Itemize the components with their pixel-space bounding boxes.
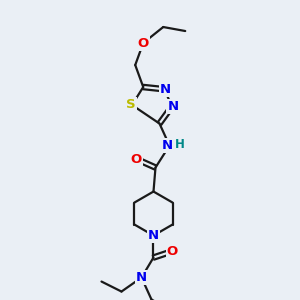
Text: N: N (162, 139, 173, 152)
Text: N: N (136, 271, 147, 284)
Text: O: O (138, 37, 149, 50)
Text: O: O (167, 245, 178, 258)
Text: H: H (175, 138, 184, 151)
Text: N: N (167, 100, 178, 113)
Text: N: N (160, 83, 171, 96)
Text: N: N (148, 229, 159, 242)
Text: S: S (126, 98, 136, 112)
Text: O: O (131, 153, 142, 166)
